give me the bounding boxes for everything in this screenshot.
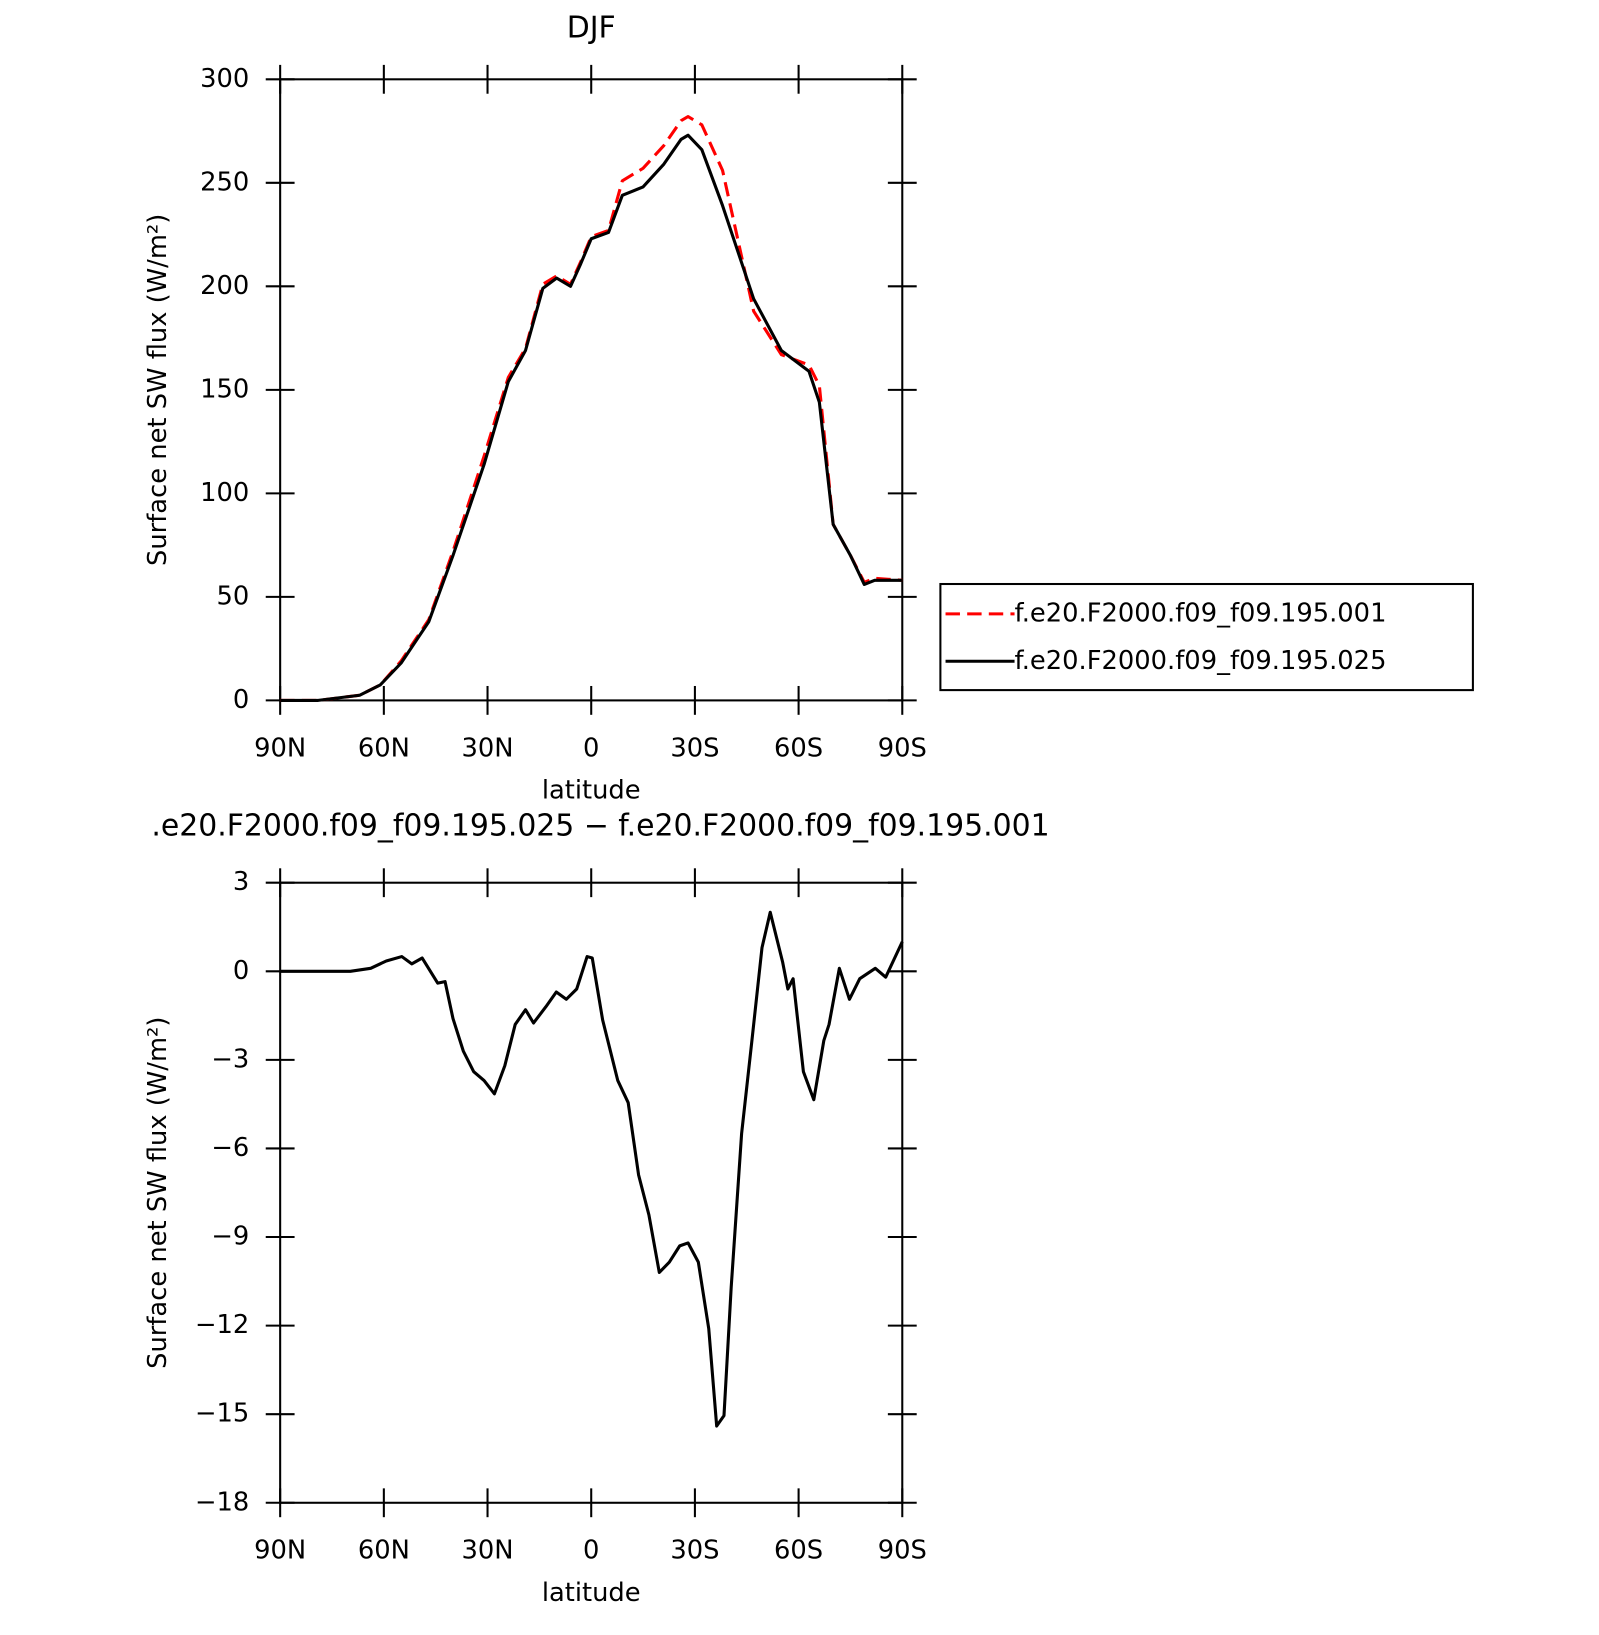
legend-box bbox=[939, 582, 1474, 692]
x-tick-label: 60N bbox=[358, 1536, 410, 1566]
x-tick-label: 60N bbox=[358, 733, 410, 763]
y-tick-label: 150 bbox=[200, 374, 249, 404]
chart-title: DJF bbox=[567, 10, 616, 45]
x-axis-label: latitude bbox=[542, 776, 641, 806]
plot-area: DJF latitude Surface net SW flux (W/m²) 0 50… bbox=[143, 10, 1474, 1608]
y-tick-label: −3 bbox=[211, 1044, 249, 1074]
y-tick-label: −6 bbox=[211, 1133, 249, 1163]
y-tick-label: −15 bbox=[195, 1399, 249, 1429]
y-tick-label: 200 bbox=[200, 271, 249, 301]
y-tick-label: 250 bbox=[200, 167, 249, 197]
y-tick-label: −18 bbox=[195, 1487, 249, 1517]
plot-frame bbox=[279, 881, 904, 1504]
x-tick-label: 30S bbox=[670, 733, 719, 763]
data-line bbox=[280, 115, 903, 702]
y-tick-label: 3 bbox=[233, 867, 249, 897]
y-axis-label: Surface net SW flux (W/m²) bbox=[143, 1017, 173, 1369]
chart-title: .e20.F2000.f09_f09.195.025 − f.e20.F2000… bbox=[151, 809, 1049, 844]
x-axis-label: latitude bbox=[542, 1578, 641, 1608]
x-tick-label: 30N bbox=[462, 1536, 514, 1566]
x-tick-label: 0 bbox=[583, 733, 599, 763]
y-axis-label: Surface net SW flux (W/m²) bbox=[143, 214, 173, 566]
legend-label: f.e20.F2000.f09_f09.195.001 bbox=[1015, 598, 1387, 628]
x-tick-label: 30N bbox=[462, 733, 514, 763]
x-tick-label: 90S bbox=[878, 733, 927, 763]
y-tick-label: −9 bbox=[211, 1222, 249, 1252]
plot-frame bbox=[279, 78, 904, 702]
x-tick-label: 60S bbox=[774, 1536, 823, 1566]
x-tick-label: 90S bbox=[878, 1536, 927, 1566]
x-tick-label: 90N bbox=[254, 733, 306, 763]
x-tick-label: 90N bbox=[254, 1536, 306, 1566]
y-tick-label: 300 bbox=[200, 64, 249, 94]
y-tick-label: 0 bbox=[233, 956, 249, 986]
legend-label: f.e20.F2000.f09_f09.195.025 bbox=[1015, 646, 1387, 676]
y-tick-label: −12 bbox=[195, 1310, 249, 1340]
x-tick-label: 60S bbox=[774, 733, 823, 763]
x-tick-label: 30S bbox=[670, 1536, 719, 1566]
y-tick-label: 100 bbox=[200, 478, 249, 508]
data-line bbox=[280, 910, 904, 1428]
x-tick-label: 0 bbox=[583, 1536, 599, 1566]
y-tick-label: 0 bbox=[233, 685, 249, 715]
data-line bbox=[280, 133, 903, 702]
y-tick-label: 50 bbox=[216, 581, 249, 611]
